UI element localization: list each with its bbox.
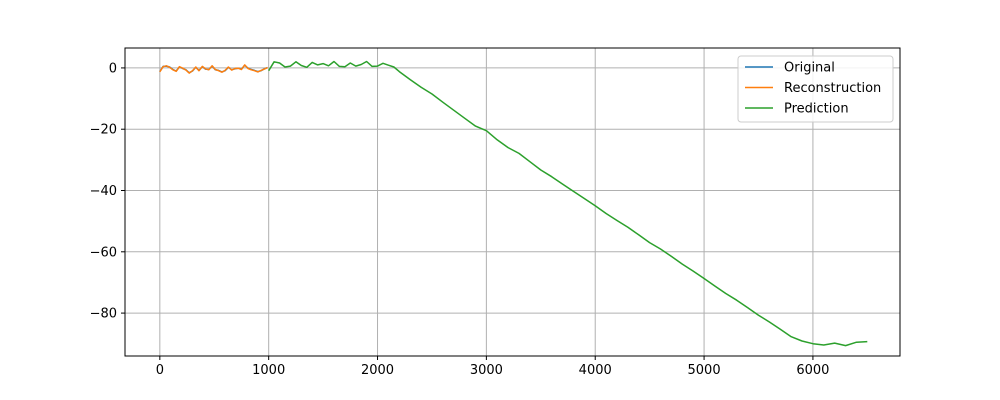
y-tick-label: −20: [90, 123, 117, 138]
legend: Original Reconstruction Prediction: [737, 55, 894, 123]
x-tick-label: 5000: [688, 363, 721, 378]
x-tick-label: 2000: [361, 363, 394, 378]
x-tick-label: 3000: [470, 363, 503, 378]
x-tick-label: 1000: [252, 363, 285, 378]
grid-layer: [125, 48, 900, 356]
tick-layer: 0 1000 2000 3000 4000 5000 6000 0 −20 −40 −60 −80: [90, 61, 830, 378]
y-tick-label: 0: [109, 61, 117, 76]
legend-label: Original: [784, 61, 835, 76]
x-tick-label: 4000: [579, 363, 612, 378]
y-tick-label: −60: [90, 245, 117, 260]
y-tick-label: −80: [90, 307, 117, 322]
x-tick-label: 0: [156, 363, 164, 378]
y-tick-label: −40: [90, 184, 117, 199]
legend-label: Prediction: [784, 102, 849, 117]
x-tick-label: 6000: [796, 363, 829, 378]
series-line-2: [268, 60, 868, 347]
plot-frame: [124, 47, 901, 357]
legend-label: Reconstruction: [784, 81, 881, 96]
series-layer: [159, 60, 868, 347]
series-line-1: [159, 64, 268, 74]
legend-box: [737, 55, 894, 123]
